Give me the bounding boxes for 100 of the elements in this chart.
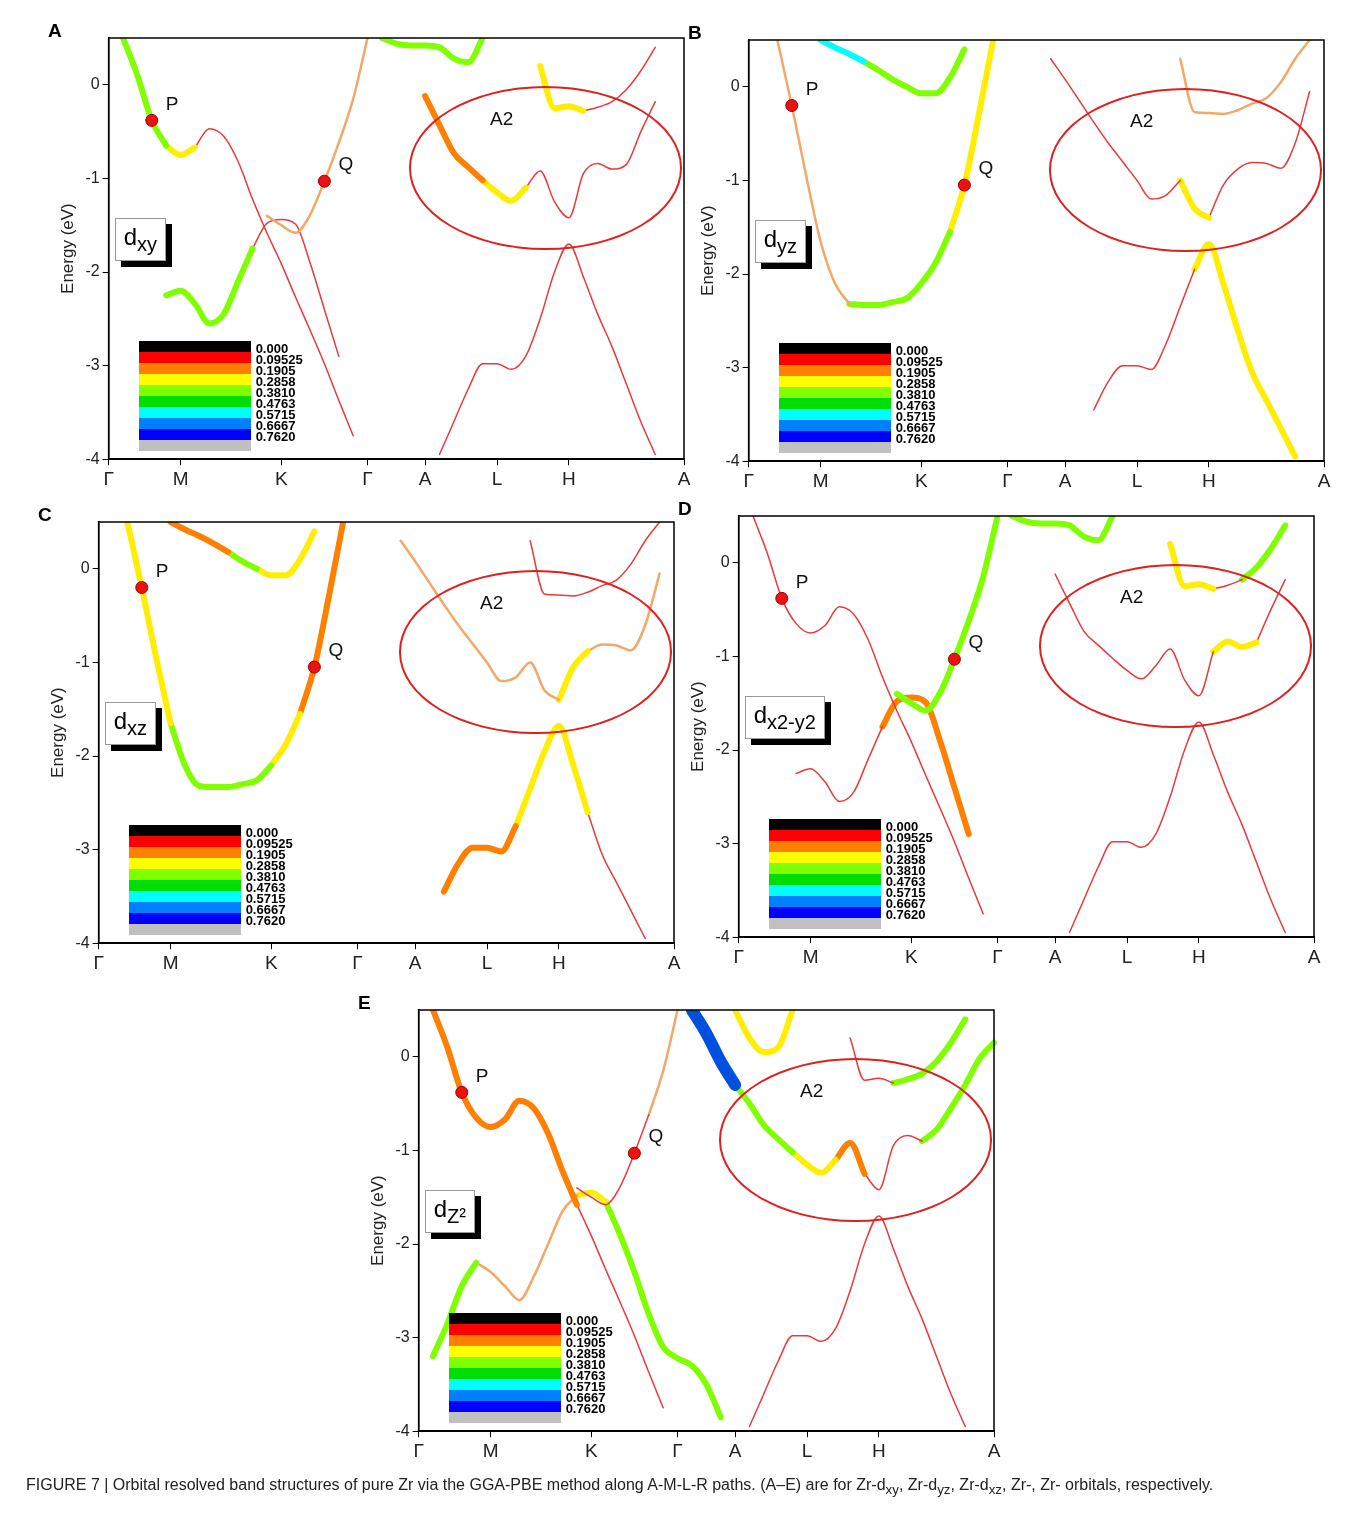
line-series [776,40,851,306]
series-label: Q [328,639,344,661]
x-tick-label: Γ [743,469,754,491]
x-tick-label: A [1048,945,1062,967]
y-tick-label: -3 [715,834,730,852]
x-tick-label: L [1121,945,1133,967]
x-tick-label: A [1307,945,1321,967]
series-label: Q [338,153,354,175]
x-tick-label: A [667,951,681,973]
x-tick-label: Γ [362,467,373,489]
annotation: d$_{Z²}$ [424,1190,475,1233]
line-series [529,522,661,597]
y-tick-label: 0 [400,1047,410,1065]
line-series [1178,40,1311,116]
x-tick-label: Γ [413,1439,424,1461]
line-series [438,243,656,456]
line-series [525,100,656,219]
x-tick-label: Γ [93,951,104,973]
x-tick-label: M [482,1439,499,1461]
x-tick-label: M [802,945,819,967]
x-tick-label: H [1192,945,1206,967]
x-tick-label: A [987,1439,1001,1461]
x-tick-label: Γ [733,945,744,967]
x-tick-label: Γ [992,945,1003,967]
x-tick-label: A [408,951,422,973]
annotation: d$_{x2-y2}$ [744,696,825,739]
series-label: Q [968,631,984,653]
series-label: P [805,77,819,99]
x-tick-label: H [562,467,576,489]
y-axis-title: Energy (eV) [697,205,717,296]
y-tick-label: -4 [85,449,100,467]
x-tick-label: K [914,469,928,491]
caption: FIGURE 7 | Orbital resolved band structures of pure Zr via the GGA-PBE method along A-M-L-R paths. (A–E) are for Zr-d$_{xy}$, Zr-d$_{yz}$, Zr-d$_{xz}$, Zr-, Zr- orbitals, respectively. [26,1475,1215,1500]
line-series [265,38,369,234]
y-tick-label: -1 [75,652,90,670]
annotation: 0.7620 [885,907,926,923]
series-label: P [475,1064,489,1086]
y-tick-label: -2 [395,1234,410,1252]
chart-title: A [48,20,62,42]
x-tick-label: L [1131,469,1143,491]
line-series [1054,573,1215,697]
x-tick-label: Γ [352,951,363,973]
chart-title: E [358,992,371,1014]
y-tick-label: -4 [395,1421,410,1439]
y-tick-label: 0 [80,559,90,577]
x-tick-label: L [801,1439,813,1461]
line-series [1068,721,1286,934]
series-label: P [165,92,179,114]
x-tick-label: L [491,467,503,489]
x-tick-label: M [162,951,179,973]
line-series [849,1037,895,1084]
annotation: A2 [800,1080,824,1103]
x-tick-label: K [274,467,288,489]
y-axis-title: Energy (eV) [687,681,707,772]
x-tick-label: K [264,951,278,973]
x-tick-label: L [481,951,493,973]
y-tick-label: -2 [715,740,730,758]
chart-title: D [678,498,692,520]
annotation: 0.7620 [895,431,936,447]
y-tick-label: 0 [90,75,100,93]
annotation: d$_{yz}$ [754,220,806,263]
annotation: A2 [490,108,514,131]
y-tick-label: 0 [730,77,740,95]
y-axis-title: Energy (eV) [47,687,67,778]
annotation: A2 [1120,586,1144,609]
y-tick-label: -1 [85,168,100,186]
x-tick-label: A [1317,469,1331,491]
x-tick-label: H [552,951,566,973]
y-tick-label: -4 [725,451,740,469]
series-label: Q [978,157,994,179]
series-label: Q [648,1125,664,1147]
x-tick-label: A [418,467,432,489]
x-tick-label: Γ [1002,469,1013,491]
annotation: 0.7620 [565,1401,606,1417]
line-series [748,1215,966,1428]
annotation: 0.7620 [255,429,296,445]
x-tick-label: A [728,1439,742,1461]
y-tick-label: -3 [725,358,740,376]
y-tick-label: -4 [75,933,90,951]
annotation: d$_{xz}$ [104,702,156,745]
chart-title: C [38,504,52,526]
x-tick-label: K [904,945,918,967]
y-axis-title: Energy (eV) [367,1175,387,1266]
y-tick-label: 0 [720,553,730,571]
y-tick-label: -2 [725,264,740,282]
x-tick-label: K [584,1439,598,1461]
line-series [251,218,340,357]
line-series [576,1114,650,1206]
x-tick-label: Γ [672,1439,683,1461]
annotation: A2 [480,592,504,615]
y-axis-title: Energy (eV) [57,203,77,294]
x-tick-label: Γ [103,467,114,489]
chart-title: B [688,22,702,44]
x-tick-label: H [1202,469,1216,491]
annotation: 0.7620 [245,913,286,929]
y-tick-label: -1 [715,646,730,664]
line-series [1049,57,1181,200]
y-tick-label: -2 [85,262,100,280]
series-label: P [795,570,809,592]
y-tick-label: -3 [75,840,90,858]
